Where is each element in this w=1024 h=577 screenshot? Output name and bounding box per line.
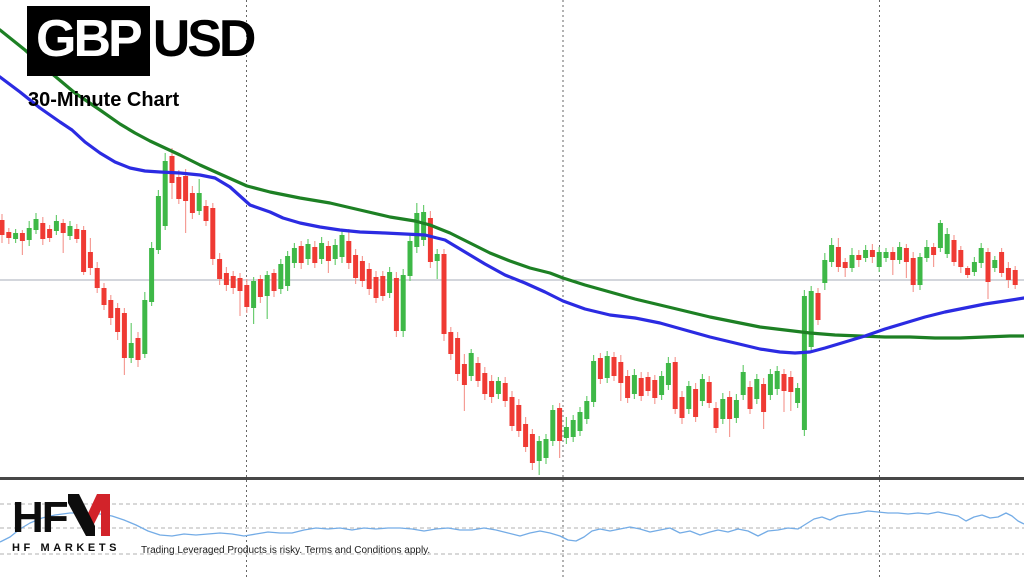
symbol-rest: USD bbox=[152, 10, 257, 68]
hfm-m-icon bbox=[67, 494, 110, 536]
hfm-logo-row: HF bbox=[12, 494, 120, 540]
candles-layer bbox=[0, 148, 1018, 475]
hfm-logo-m-mark bbox=[67, 494, 110, 540]
symbol-highlight: GBP bbox=[27, 6, 150, 76]
chart-title: GBP USD bbox=[27, 6, 257, 76]
indicator-line bbox=[0, 510, 1024, 543]
risk-disclaimer: Trading Leveraged Products is risky. Ter… bbox=[141, 545, 431, 556]
hfm-logo: HF HF MARKETS bbox=[12, 494, 120, 554]
chart-subtitle: 30-Minute Chart bbox=[28, 89, 180, 111]
slow-ma-green bbox=[0, 28, 1024, 340]
fast-ma-blue bbox=[0, 75, 1024, 355]
hfm-logo-subtext: HF MARKETS bbox=[12, 542, 121, 554]
hfm-logo-hf-text: HF bbox=[12, 493, 69, 542]
